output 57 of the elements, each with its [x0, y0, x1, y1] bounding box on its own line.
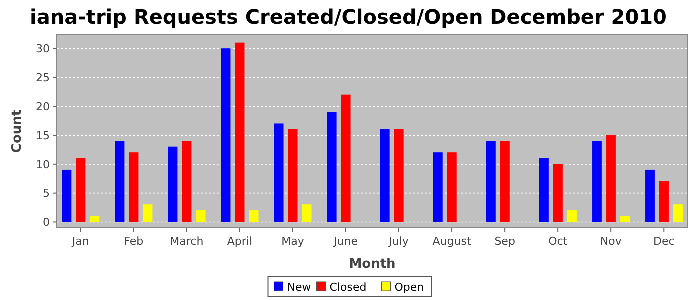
x-tick-label: May — [282, 235, 305, 248]
legend-label: Open — [394, 281, 424, 294]
bar — [129, 152, 139, 222]
x-tick-label: April — [227, 235, 253, 248]
bar — [553, 164, 563, 222]
bar — [659, 182, 669, 222]
bar — [341, 94, 351, 222]
bar — [143, 204, 153, 222]
y-tick-label: 25 — [36, 72, 50, 85]
bar — [447, 152, 457, 222]
bar — [433, 152, 443, 222]
x-axis-title: Month — [349, 257, 396, 272]
bar — [76, 158, 86, 222]
bar — [645, 170, 655, 222]
bar — [620, 216, 630, 222]
bar — [327, 112, 337, 222]
bar — [380, 130, 390, 222]
y-tick-label: 10 — [36, 158, 50, 172]
bar — [673, 204, 683, 222]
y-tick-label: 15 — [36, 129, 50, 142]
bar — [249, 210, 259, 222]
y-tick-label: 5 — [43, 187, 50, 200]
bar — [235, 42, 245, 222]
bar — [182, 141, 192, 222]
bar — [90, 216, 100, 222]
x-tick-label: Dec — [653, 235, 675, 248]
bar — [567, 210, 577, 222]
bar — [288, 130, 298, 222]
bar — [394, 130, 404, 222]
bar — [592, 141, 602, 222]
x-tick-label: Sep — [494, 235, 516, 248]
x-tick-label: July — [388, 235, 410, 248]
x-tick-label: August — [432, 235, 472, 248]
x-tick-label: Nov — [600, 235, 622, 248]
bar — [196, 210, 206, 222]
bar — [221, 48, 231, 222]
chart-title: iana-trip Requests Created/Closed/Open December 2010 — [30, 5, 667, 29]
x-tick-label: Jan — [71, 235, 90, 248]
y-tick-label: 20 — [36, 100, 50, 114]
bar — [274, 124, 284, 222]
x-tick-label: March — [170, 235, 204, 248]
legend-label: New — [287, 281, 312, 294]
bar — [500, 141, 510, 222]
bar — [302, 204, 312, 222]
y-tick-label: 0 — [43, 216, 50, 230]
bar — [486, 141, 496, 222]
bar — [62, 170, 72, 222]
x-tick-label: June — [333, 235, 358, 248]
legend-label: Closed — [330, 281, 367, 294]
x-tick-label: Oct — [548, 235, 568, 248]
x-tick-label: Feb — [124, 235, 144, 248]
y-tick-label: 30 — [36, 42, 50, 56]
bar — [168, 146, 178, 222]
bar — [606, 135, 616, 222]
y-axis-title: Count — [10, 110, 25, 154]
bar — [539, 158, 549, 222]
bar — [115, 141, 125, 222]
